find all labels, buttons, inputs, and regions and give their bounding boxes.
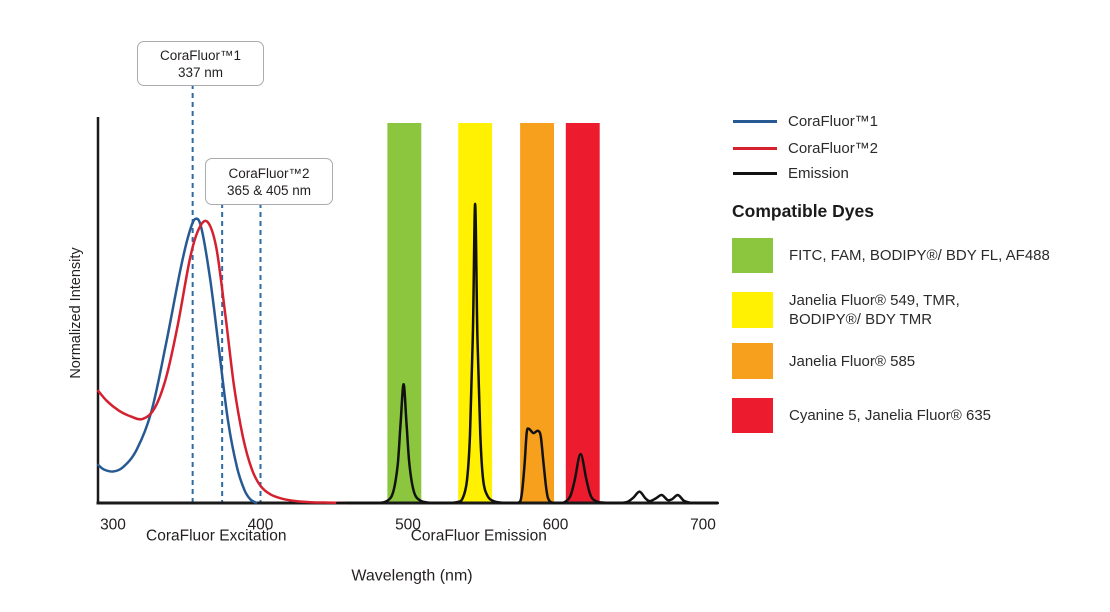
annotation-title: CoraFluor™2 xyxy=(228,165,310,181)
x-tick-label-500: 500 xyxy=(395,516,421,533)
right-panel: CoraFluor™1 CoraFluor™2 Emission Compati… xyxy=(731,0,1110,612)
legend-item-corafluor2: CoraFluor™2 xyxy=(731,135,1110,162)
filter-band-red xyxy=(565,123,600,503)
legend-line-corafluor1 xyxy=(733,120,777,123)
yellow-filter-swatch xyxy=(732,292,773,328)
dye-row-orange: Janelia Fluor® 585 xyxy=(732,343,1110,379)
dye-label: Janelia Fluor® 585 xyxy=(789,352,916,370)
compatible-dyes-heading: Compatible Dyes xyxy=(732,201,874,221)
series-excitation-corafluor1 xyxy=(97,217,258,504)
orange-filter-swatch xyxy=(732,343,773,379)
x-tick-label-400: 400 xyxy=(248,516,274,533)
filter-band-yellow xyxy=(458,123,493,503)
filter-band-green xyxy=(387,123,422,503)
dye-row-yellow: Janelia Fluor® 549, TMR, BODIPY®/ BDY TM… xyxy=(732,292,1110,328)
dye-row-red: Cyanine 5, Janelia Fluor® 635 xyxy=(732,398,1110,433)
dye-row-green: FITC, FAM, BODIPY®/ BDY FL, AF488 xyxy=(732,238,1110,273)
legend-item-emission: Emission xyxy=(731,162,1110,185)
dye-label: FITC, FAM, BODIPY®/ BDY FL, AF488 xyxy=(789,247,1050,264)
green-filter-swatch xyxy=(732,238,773,273)
x-tick-label-700: 700 xyxy=(690,516,716,533)
legend-item-corafluor1: CoraFluor™1 xyxy=(731,108,1110,135)
annotation-box-corafluor2: CoraFluor™2 365 & 405 nm xyxy=(205,158,333,205)
annotation-box-corafluor1: CoraFluor™1 337 nm xyxy=(137,41,264,86)
legend-label: CoraFluor™2 xyxy=(788,140,879,157)
y-axis-title: Normalized Intensity xyxy=(68,247,84,379)
annotation-wavelength: 365 & 405 nm xyxy=(226,182,312,198)
compatible-dyes-section: Compatible Dyes FITC, FAM, BODIPY®/ BDY … xyxy=(732,201,1110,433)
dye-label: Janelia Fluor® 549, TMR, BODIPY®/ BDY TM… xyxy=(789,292,960,328)
series-excitation-corafluor2 xyxy=(97,219,348,505)
legend-line-emission xyxy=(733,172,777,175)
annotation-title: CoraFluor™1 xyxy=(159,47,242,63)
legend-label: Emission xyxy=(788,165,849,182)
axis-group-label-1: CoraFluor Excitation xyxy=(146,527,286,544)
series-emission-emission xyxy=(335,202,720,505)
x-axis-title: Wavelength (nm) xyxy=(351,567,472,584)
legend-line-corafluor2 xyxy=(733,147,777,150)
annotation-wavelength: 337 nm xyxy=(177,64,224,80)
chart-legend: CoraFluor™1 CoraFluor™2 Emission xyxy=(731,108,1110,185)
x-tick-label-600: 600 xyxy=(543,516,569,533)
dye-label: Cyanine 5, Janelia Fluor® 635 xyxy=(789,407,992,424)
legend-label: CoraFluor™1 xyxy=(788,113,879,130)
red-filter-swatch xyxy=(732,398,773,433)
x-tick-label-300: 300 xyxy=(100,516,126,533)
spectra-chart: 300 400 500 600 700 CoraFluor Excitation CoraF… xyxy=(68,84,720,584)
axis-group-label-2: CoraFluor Emission xyxy=(411,527,547,544)
